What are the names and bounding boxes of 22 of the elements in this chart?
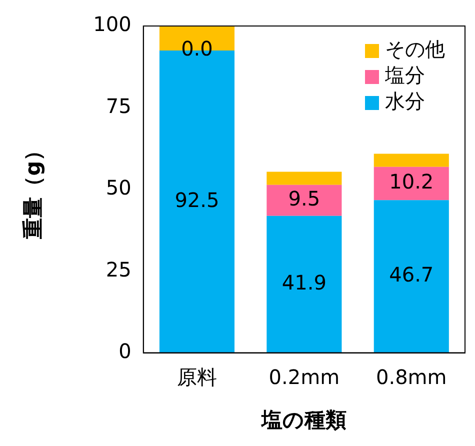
bar <box>374 154 449 167</box>
legend-label: 塩分 <box>384 63 425 88</box>
legend-label: 水分 <box>385 89 425 114</box>
x-tick-label: 原料 <box>176 365 217 390</box>
data-label: 9.5 <box>288 186 320 211</box>
y-tick-label: 25 <box>106 257 132 282</box>
y-axis-title: 重量（g） <box>21 140 46 240</box>
x-tick-label: 0.8mm <box>376 365 447 390</box>
x-axis-title: 塩の種類 <box>260 408 347 432</box>
y-tick-label: 50 <box>106 176 132 200</box>
y-tick-label: 75 <box>106 94 132 118</box>
data-label: 46.7 <box>389 262 434 287</box>
data-label: 92.5 <box>174 188 220 212</box>
legend-label: その他 <box>385 37 445 62</box>
y-tick-label: 0 <box>118 339 132 364</box>
bar <box>374 200 449 353</box>
bar <box>266 172 342 185</box>
bar <box>266 216 342 353</box>
x-tick-label: 0.2mm <box>268 365 340 390</box>
y-tick-label: 100 <box>93 12 132 36</box>
data-label: 41.9 <box>282 270 326 295</box>
data-label: 10.2 <box>389 170 434 194</box>
